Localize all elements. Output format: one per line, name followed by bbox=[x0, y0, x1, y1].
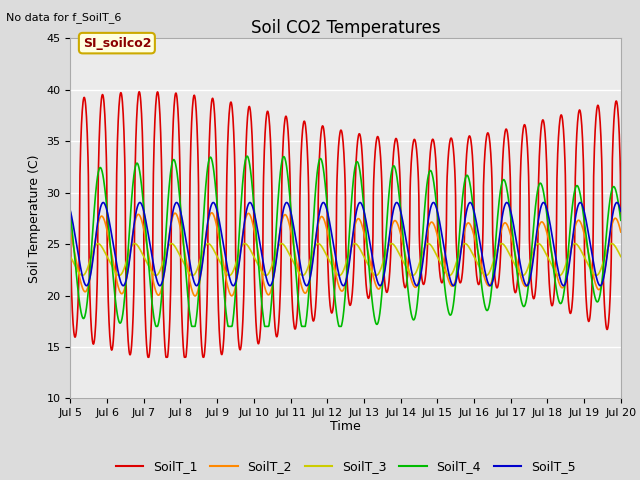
Text: No data for f_SoilT_6: No data for f_SoilT_6 bbox=[6, 12, 122, 23]
SoilT_2 bbox=[617, 229, 625, 235]
SoilT_1 bbox=[144, 354, 152, 360]
SoilT_2 bbox=[191, 293, 199, 299]
SoilT_5 bbox=[431, 202, 439, 207]
SoilT_3 bbox=[504, 248, 511, 253]
SoilT_3 bbox=[241, 241, 249, 247]
Line: SoilT_3: SoilT_3 bbox=[70, 244, 621, 276]
SoilT_2 bbox=[208, 210, 216, 216]
Text: SI_soilco2: SI_soilco2 bbox=[83, 36, 151, 49]
SoilT_3 bbox=[67, 254, 74, 260]
SoilT_1 bbox=[432, 156, 440, 161]
SoilT_3 bbox=[432, 251, 440, 256]
Line: SoilT_1: SoilT_1 bbox=[70, 92, 621, 357]
SoilT_5 bbox=[67, 208, 74, 214]
SoilT_3 bbox=[409, 273, 417, 278]
Title: Soil CO2 Temperatures: Soil CO2 Temperatures bbox=[251, 19, 440, 37]
SoilT_4 bbox=[504, 191, 511, 196]
Line: SoilT_2: SoilT_2 bbox=[70, 213, 621, 296]
Line: SoilT_4: SoilT_4 bbox=[70, 156, 621, 326]
SoilT_5 bbox=[189, 275, 196, 280]
SoilT_2 bbox=[67, 229, 74, 235]
SoilT_2 bbox=[432, 227, 440, 232]
Y-axis label: Soil Temperature (C): Soil Temperature (C) bbox=[28, 154, 41, 283]
SoilT_5 bbox=[193, 283, 200, 288]
SoilT_1 bbox=[504, 131, 511, 137]
SoilT_2 bbox=[175, 221, 183, 227]
SoilT_2 bbox=[189, 290, 196, 296]
SoilT_5 bbox=[503, 200, 511, 205]
SoilT_1 bbox=[67, 215, 74, 220]
SoilT_2 bbox=[504, 223, 511, 228]
SoilT_3 bbox=[617, 254, 625, 260]
SoilT_3 bbox=[552, 270, 560, 276]
SoilT_2 bbox=[252, 233, 259, 239]
SoilT_5 bbox=[175, 204, 183, 210]
Legend: SoilT_1, SoilT_2, SoilT_3, SoilT_4, SoilT_5: SoilT_1, SoilT_2, SoilT_3, SoilT_4, Soil… bbox=[111, 455, 580, 478]
Line: SoilT_5: SoilT_5 bbox=[70, 203, 621, 286]
SoilT_3 bbox=[251, 255, 259, 261]
SoilT_2 bbox=[552, 270, 560, 276]
SoilT_4 bbox=[189, 324, 197, 329]
SoilT_1 bbox=[617, 215, 625, 220]
SoilT_1 bbox=[552, 245, 560, 251]
SoilT_3 bbox=[175, 252, 183, 257]
SoilT_5 bbox=[251, 212, 259, 218]
SoilT_4 bbox=[617, 217, 625, 223]
SoilT_1 bbox=[189, 94, 197, 100]
SoilT_1 bbox=[136, 89, 143, 95]
SoilT_4 bbox=[152, 324, 160, 329]
X-axis label: Time: Time bbox=[330, 420, 361, 432]
SoilT_5 bbox=[552, 257, 560, 263]
SoilT_4 bbox=[176, 196, 184, 202]
SoilT_4 bbox=[552, 285, 560, 291]
SoilT_5 bbox=[504, 200, 511, 206]
SoilT_4 bbox=[432, 194, 440, 200]
SoilT_1 bbox=[177, 180, 184, 186]
SoilT_4 bbox=[252, 218, 259, 224]
SoilT_3 bbox=[189, 273, 196, 278]
SoilT_4 bbox=[243, 153, 251, 159]
SoilT_4 bbox=[67, 210, 74, 216]
SoilT_1 bbox=[252, 300, 259, 306]
SoilT_5 bbox=[617, 208, 625, 214]
